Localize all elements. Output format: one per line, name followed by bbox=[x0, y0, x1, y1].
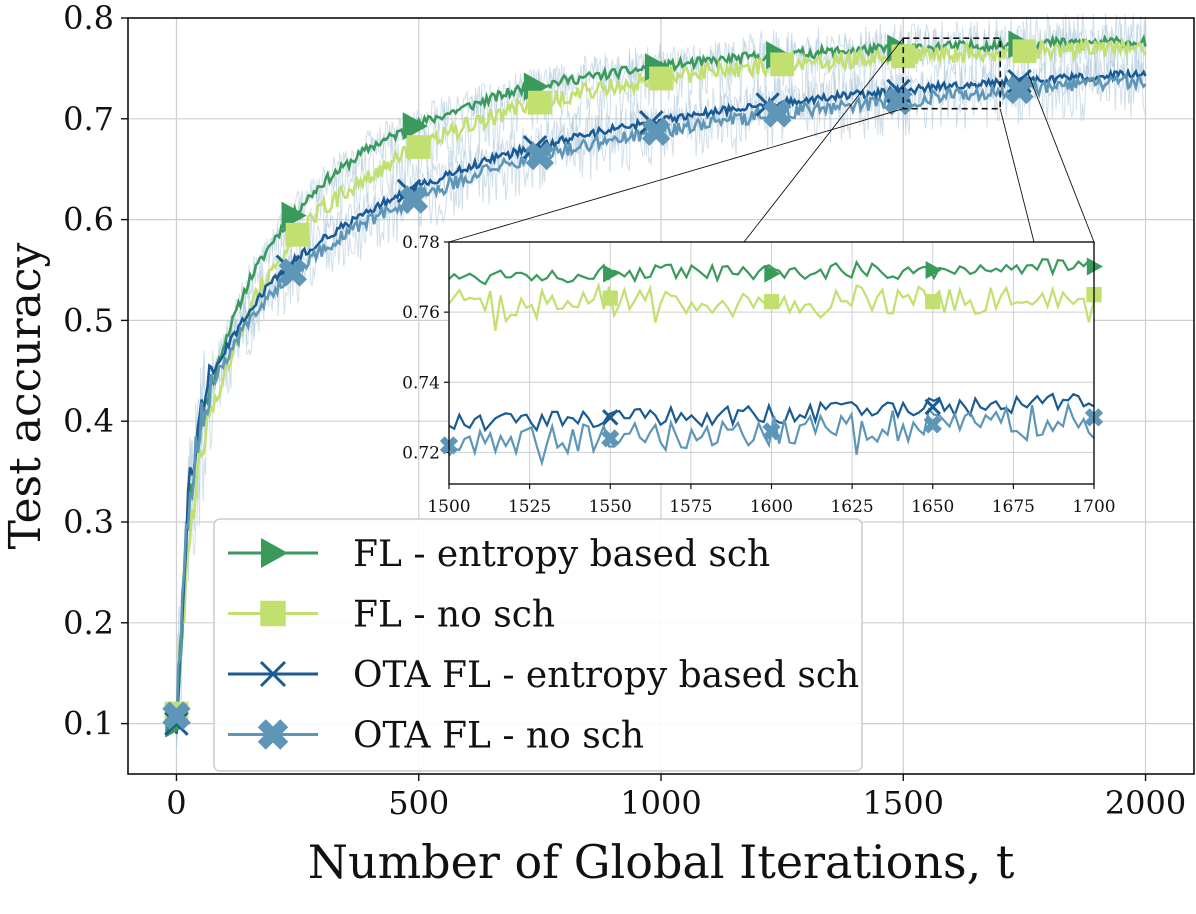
zoom-connector-line bbox=[448, 108, 904, 243]
series-marker-1 bbox=[770, 52, 795, 77]
y-tick-label: 0.7 bbox=[63, 100, 114, 138]
series-marker-3 bbox=[278, 258, 307, 287]
legend-label: OTA FL - no sch bbox=[353, 716, 644, 757]
inset-series-marker-3 bbox=[601, 429, 620, 448]
inset-x-tick-label: 1575 bbox=[669, 497, 712, 517]
series-marker-1 bbox=[527, 90, 552, 115]
series-marker-1 bbox=[285, 222, 310, 247]
marker-stroke bbox=[1005, 75, 1034, 105]
y-tick-label: 0.6 bbox=[63, 201, 114, 239]
marker-stroke bbox=[762, 422, 781, 441]
inset-series-marker-1 bbox=[925, 293, 941, 310]
legend-item: FL - no sch bbox=[228, 595, 555, 636]
inset-chart: 1500 1525 1550 1575 1600 1625 1650 1675 1700 0.72… bbox=[402, 233, 1115, 517]
inset-y-tick-label: 0.78 bbox=[402, 233, 440, 253]
series-marker-3 bbox=[525, 141, 555, 171]
series-spread-3 bbox=[176, 45, 1146, 747]
marker-stroke bbox=[601, 429, 620, 448]
x-tick-label: 0 bbox=[166, 784, 186, 822]
inset-series-marker-2 bbox=[924, 398, 942, 416]
marker-stroke bbox=[259, 660, 287, 688]
marker-stroke bbox=[601, 409, 619, 426]
series-marker-3 bbox=[1005, 75, 1034, 105]
inset-series-marker-0 bbox=[925, 261, 942, 280]
series-marker-3 bbox=[641, 117, 671, 146]
marker-stroke bbox=[923, 415, 942, 434]
zoom-connector-line bbox=[1027, 73, 1095, 243]
marker-stroke bbox=[525, 141, 555, 171]
x-axis-title: Number of Global Iterations, t bbox=[308, 835, 1015, 889]
inset-x-tick-label: 1550 bbox=[589, 497, 632, 517]
marker-stroke bbox=[924, 398, 942, 416]
legend-swatch-marker bbox=[261, 538, 288, 568]
y-tick-label: 0.2 bbox=[63, 604, 114, 642]
inset-series-marker-3 bbox=[923, 415, 942, 434]
series-marker-1 bbox=[649, 66, 673, 91]
y-tick-label: 0.8 bbox=[63, 0, 114, 37]
inset-series-marker-1 bbox=[602, 290, 618, 306]
main-series-group bbox=[162, 12, 1147, 749]
inset-series-marker-3 bbox=[762, 422, 781, 441]
legend-swatch-marker bbox=[259, 660, 287, 688]
inset-series-marker-0 bbox=[764, 264, 781, 283]
inset-series-marker-1 bbox=[763, 293, 780, 310]
inset-x-tick-label: 1525 bbox=[508, 497, 551, 517]
zoom-connector-line bbox=[743, 37, 904, 243]
series-marker-3 bbox=[399, 185, 429, 214]
marker-stroke bbox=[399, 185, 429, 214]
inset-y-tick-label: 0.72 bbox=[402, 443, 440, 463]
inset-y-tick-label: 0.76 bbox=[402, 303, 440, 323]
legend-label: FL - no sch bbox=[353, 595, 555, 636]
series-marker-1 bbox=[1012, 39, 1037, 64]
inset-series-marker-0 bbox=[1086, 257, 1103, 276]
legend-label: OTA FL - entropy based sch bbox=[353, 655, 859, 696]
inset-x-tick-label: 1500 bbox=[427, 497, 470, 517]
marker-stroke bbox=[763, 99, 792, 128]
main-axis-ticks: 0 500 1000 1500 2000 0.1 0.2 0.3 0.4 0.5 0.6 0.7 0.8 bbox=[63, 0, 1186, 822]
y-axis-title: Test accuracy bbox=[0, 242, 51, 549]
marker-stroke bbox=[278, 258, 307, 287]
marker-stroke bbox=[641, 117, 671, 146]
legend-item: FL - entropy based sch bbox=[228, 534, 770, 575]
series-marker-1 bbox=[891, 44, 916, 69]
series-marker-0 bbox=[402, 112, 428, 141]
inset-x-tick-label: 1600 bbox=[750, 497, 793, 517]
inset-series-line-2 bbox=[448, 392, 1095, 433]
legend: FL - entropy based sch FL - no sch OTA FL … bbox=[213, 518, 863, 772]
inset-series-marker-2 bbox=[601, 409, 619, 426]
marker-stroke bbox=[162, 701, 191, 730]
x-tick-label: 1500 bbox=[863, 784, 944, 822]
series-marker-3 bbox=[162, 701, 191, 730]
legend-swatch-marker bbox=[260, 600, 286, 627]
inset-series-marker-0 bbox=[603, 264, 620, 283]
inset-series-line-0 bbox=[448, 258, 1095, 286]
inset-y-tick-label: 0.74 bbox=[402, 373, 440, 393]
legend-swatch-marker bbox=[257, 719, 289, 750]
zoom-indicator bbox=[448, 37, 1095, 243]
legend-box bbox=[213, 518, 863, 772]
y-tick-label: 0.5 bbox=[63, 301, 114, 339]
x-tick-label: 2000 bbox=[1105, 784, 1186, 822]
y-tick-label: 0.4 bbox=[63, 402, 114, 440]
zoom-connector-line bbox=[999, 108, 1035, 243]
marker-stroke bbox=[884, 86, 913, 116]
x-tick-label: 500 bbox=[388, 784, 449, 822]
inset-x-tick-label: 1625 bbox=[830, 497, 873, 517]
inset-x-tick-label: 1675 bbox=[992, 497, 1035, 517]
inset-x-tick-label: 1700 bbox=[1072, 497, 1115, 517]
legend-item: OTA FL - entropy based sch bbox=[228, 655, 859, 696]
series-marker-3 bbox=[763, 99, 792, 128]
x-tick-label: 1000 bbox=[620, 784, 701, 822]
legend-item: OTA FL - no sch bbox=[228, 716, 644, 757]
y-tick-label: 0.3 bbox=[63, 503, 114, 541]
inset-x-tick-label: 1650 bbox=[911, 497, 954, 517]
marker-stroke bbox=[257, 719, 289, 750]
zoom-region-box bbox=[902, 37, 1001, 110]
series-marker-1 bbox=[406, 135, 431, 159]
legend-label: FL - entropy based sch bbox=[353, 534, 770, 575]
series-marker-0 bbox=[281, 201, 307, 230]
y-tick-label: 0.1 bbox=[63, 705, 114, 743]
inset-frame bbox=[448, 241, 1095, 485]
